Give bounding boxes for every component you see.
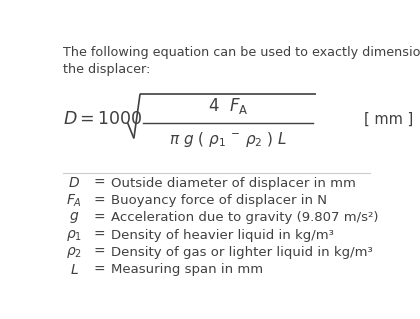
Text: $D = 1000$: $D = 1000$	[63, 110, 142, 128]
Text: $4 \ \ F_{\mathrm{A}}$: $4 \ \ F_{\mathrm{A}}$	[207, 96, 249, 116]
Text: $D$: $D$	[68, 176, 80, 190]
Text: The following equation can be used to exactly dimension: The following equation can be used to ex…	[63, 46, 420, 59]
Text: Density of gas or lighter liquid in kg/m³: Density of gas or lighter liquid in kg/m…	[110, 246, 373, 259]
Text: =: =	[93, 228, 105, 242]
Text: $\rho_1$: $\rho_1$	[66, 227, 82, 242]
Text: $\pi \ g \ ( \ \rho_1 \ ^{-} \ \rho_2 \ ) \ L$: $\pi \ g \ ( \ \rho_1 \ ^{-} \ \rho_2 \ …	[169, 130, 287, 149]
Text: the displacer:: the displacer:	[63, 63, 150, 76]
Text: $\rho_2$: $\rho_2$	[66, 245, 82, 260]
Text: =: =	[93, 193, 105, 207]
Text: =: =	[93, 245, 105, 259]
Text: =: =	[93, 176, 105, 190]
Text: Acceleration due to gravity (9.807 m/s²): Acceleration due to gravity (9.807 m/s²)	[110, 211, 378, 224]
Text: $g$: $g$	[69, 210, 79, 225]
Text: $L$: $L$	[70, 263, 79, 277]
Text: =: =	[93, 211, 105, 225]
Text: Density of heavier liquid in kg/m³: Density of heavier liquid in kg/m³	[110, 228, 333, 241]
Text: Outside diameter of displacer in mm: Outside diameter of displacer in mm	[110, 176, 355, 189]
Text: $F_A$: $F_A$	[66, 192, 82, 209]
Text: [ mm ]: [ mm ]	[364, 112, 413, 127]
Text: Buoyancy force of displacer in N: Buoyancy force of displacer in N	[110, 194, 327, 207]
Text: Measuring span in mm: Measuring span in mm	[110, 263, 263, 276]
Text: =: =	[93, 263, 105, 277]
